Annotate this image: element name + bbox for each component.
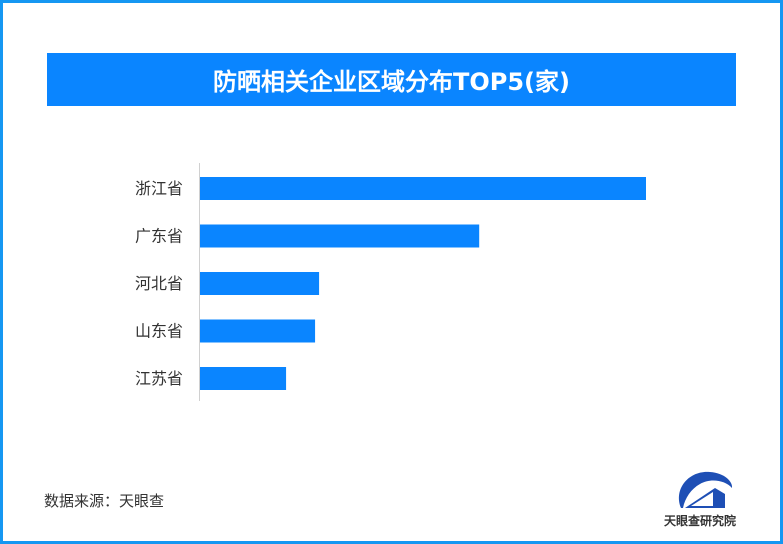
tianyancha-logo-icon <box>678 471 733 508</box>
category-label: 山东省 <box>135 322 183 341</box>
bar <box>200 367 287 390</box>
category-label: 河北省 <box>135 274 183 293</box>
chart-title: 防晒相关企业区域分布TOP5(家) <box>47 53 736 106</box>
bar <box>200 177 646 200</box>
category-label: 江苏省 <box>135 369 183 388</box>
bar <box>200 319 316 343</box>
category-label: 浙江省 <box>135 179 183 198</box>
data-source: 数据来源：天眼查 <box>44 492 165 510</box>
bar <box>200 272 320 295</box>
logo-text: 天眼查研究院 <box>663 514 736 528</box>
category-label: 广东省 <box>135 227 183 246</box>
bar <box>200 224 480 248</box>
